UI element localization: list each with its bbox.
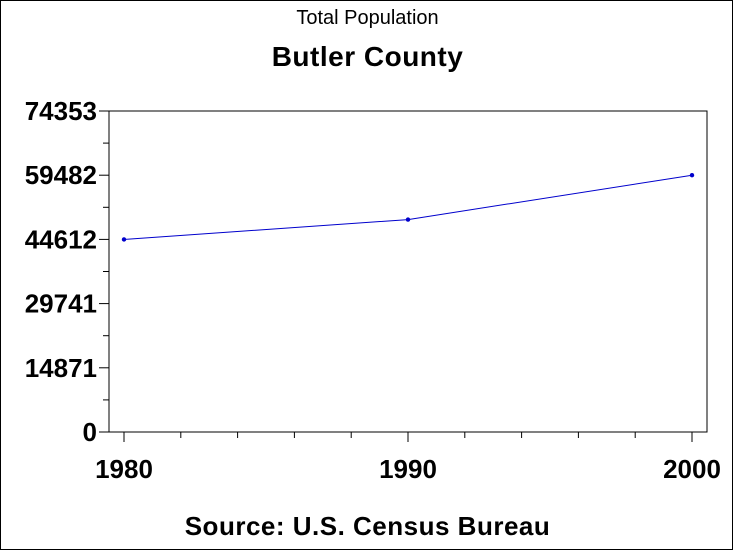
chart-subtitle: Butler County (271, 41, 464, 72)
x-tick-label: 1980 (95, 454, 153, 484)
y-tick-label: 44612 (25, 224, 97, 254)
data-point (405, 217, 411, 222)
data-point (121, 237, 127, 242)
series-line (123, 174, 693, 240)
y-tick-label: 14871 (25, 353, 97, 383)
y-tick-label: 59482 (25, 160, 97, 190)
data-point (689, 173, 695, 178)
x-tick-label: 2000 (663, 454, 721, 484)
y-axis: 0 14871 29741 44612 59482 74353 (25, 96, 109, 447)
y-tick-label: 0 (83, 417, 97, 447)
plot-area-border (108, 110, 708, 433)
series-layer (121, 173, 695, 242)
x-axis: 1980 1990 2000 (95, 432, 721, 484)
chart-title: Total Population (296, 7, 439, 29)
y-tick-label: 29741 (25, 289, 97, 319)
x-tick-label: 1990 (379, 454, 437, 484)
source-note: Source: U.S. Census Bureau (184, 511, 551, 541)
y-tick-label: 74353 (25, 96, 97, 126)
